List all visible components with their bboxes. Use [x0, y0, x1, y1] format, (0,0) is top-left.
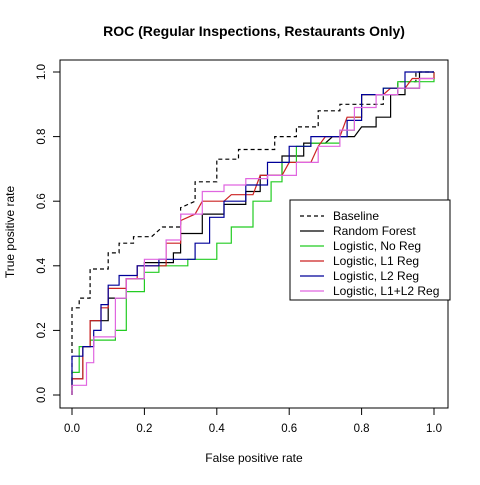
y-tick-label: 0.0 [36, 387, 48, 403]
x-tick-label: 0.6 [281, 423, 297, 435]
legend-label: Logistic, No Reg [333, 239, 421, 253]
y-tick-label: 0.4 [36, 257, 48, 274]
legend-label: Baseline [333, 209, 379, 223]
chart-title: ROC (Regular Inspections, Restaurants On… [103, 23, 405, 39]
legend-label: Logistic, L1 Reg [333, 254, 419, 268]
y-tick-label: 0.6 [36, 193, 48, 209]
x-tick-label: 0.4 [209, 423, 226, 435]
legend-label: Logistic, L2 Reg [333, 269, 419, 283]
series-line [71, 71, 434, 395]
x-tick-label: 0.8 [354, 423, 370, 435]
x-tick-label: 0.0 [64, 423, 80, 435]
y-axis: 0.0 0.2 0.4 0.6 0.8 1.0 [36, 64, 61, 403]
series-line [71, 71, 434, 395]
series-layer [71, 71, 435, 395]
series-line [71, 77, 434, 395]
x-tick-label: 1.0 [426, 423, 442, 435]
y-tick-label: 0.8 [36, 129, 48, 145]
y-tick-label: 1.0 [36, 64, 48, 80]
x-tick-label: 0.2 [136, 423, 152, 435]
legend-label: Logistic, L1+L2 Reg [333, 284, 439, 298]
legend-box [289, 199, 451, 301]
x-axis: 0.0 0.2 0.4 0.6 0.8 1.0 [64, 407, 442, 435]
x-axis-label: False positive rate [205, 451, 303, 465]
legend-label: Random Forest [333, 224, 416, 238]
y-axis-label: True positive rate [3, 186, 17, 279]
y-tick-label: 0.2 [36, 322, 48, 338]
